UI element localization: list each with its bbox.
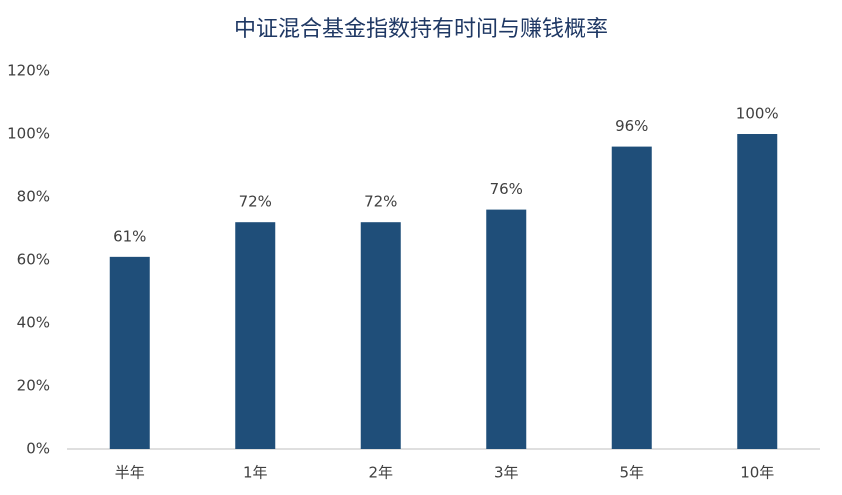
- bar: [235, 222, 276, 449]
- value-label: 72%: [364, 193, 397, 211]
- y-tick-label: 80%: [17, 188, 50, 206]
- value-label: 96%: [615, 117, 648, 135]
- bar: [486, 209, 527, 449]
- x-tick-label: 2年: [368, 464, 393, 482]
- y-tick-label: 40%: [17, 314, 50, 332]
- x-tick-label: 3年: [494, 464, 519, 482]
- bar: [737, 134, 778, 449]
- y-tick-label: 20%: [17, 377, 50, 395]
- y-tick-label: 120%: [7, 62, 50, 80]
- value-label: 61%: [113, 227, 146, 245]
- chart-title: 中证混合基金指数持有时间与赚钱概率: [234, 17, 608, 42]
- bar: [109, 256, 150, 449]
- x-tick-label: 半年: [115, 464, 145, 482]
- x-tick-label: 5年: [619, 464, 644, 482]
- x-tick-label: 10年: [740, 464, 774, 482]
- y-tick-label: 0%: [26, 440, 50, 458]
- y-tick-label: 100%: [7, 125, 50, 143]
- value-label: 72%: [239, 193, 272, 211]
- x-tick-label: 1年: [243, 464, 268, 482]
- bar: [360, 222, 401, 449]
- value-label: 100%: [736, 105, 779, 123]
- value-label: 76%: [490, 180, 523, 198]
- y-tick-label: 60%: [17, 251, 50, 269]
- bar: [611, 146, 652, 449]
